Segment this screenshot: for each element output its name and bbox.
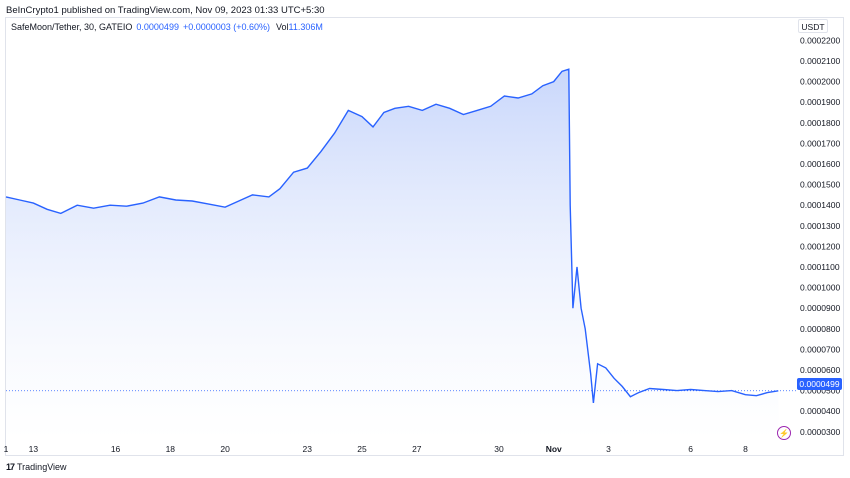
lightning-icon[interactable]: ⚡ <box>777 426 791 440</box>
x-tick-label: 18 <box>166 444 176 454</box>
x-tick-label: 20 <box>220 444 230 454</box>
x-tick-label: Nov <box>546 444 562 454</box>
y-tick-label: 0.0002200 <box>800 35 840 45</box>
x-tick-label: 3 <box>606 444 611 454</box>
volume-value: 11.306M <box>288 22 323 32</box>
x-tick-label: 23 <box>303 444 313 454</box>
tradingview-mark-icon: 17 <box>6 462 15 472</box>
x-tick-label: 6 <box>688 444 693 454</box>
volume-label: Vol <box>276 22 289 32</box>
y-tick-label: 0.0000400 <box>800 406 840 416</box>
last-price-value: 0.0000499 <box>136 22 179 32</box>
y-tick-label: 0.0001400 <box>800 200 840 210</box>
x-tick-label: 30 <box>494 444 504 454</box>
y-tick-label: 0.0000800 <box>800 324 840 334</box>
y-tick-label: 0.0001800 <box>800 118 840 128</box>
y-tick-label: 0.0000600 <box>800 365 840 375</box>
tradingview-brand: TradingView <box>17 462 67 472</box>
y-tick-label: 0.0000500 <box>800 386 840 396</box>
currency-button[interactable]: USDT <box>798 19 828 33</box>
x-tick-label: 8 <box>743 444 748 454</box>
price-line <box>5 68 779 403</box>
y-tick-label: 0.0001300 <box>800 221 840 231</box>
y-tick-label: 0.0000300 <box>800 427 840 437</box>
y-tick-label: 0.0001500 <box>800 180 840 190</box>
y-tick-label: 0.0001100 <box>800 262 840 272</box>
y-tick-label: 0.0001600 <box>800 159 840 169</box>
last-price-tag: 0.0000499 <box>797 378 842 390</box>
y-tick-label: 0.0002000 <box>800 77 840 87</box>
price-area-fill <box>6 69 779 440</box>
y-tick-label: 0.0001700 <box>800 138 840 148</box>
chart-legend: SafeMoon/Tether, 30, GATEIO 0.0000499 +0… <box>11 22 323 32</box>
tradingview-logo[interactable]: 17 TradingView <box>6 462 67 472</box>
y-tick-label: 0.0001000 <box>800 283 840 293</box>
y-tick-label: 0.0002100 <box>800 56 840 66</box>
y-tick-label: 0.0001900 <box>800 97 840 107</box>
y-tick-label: 0.0001200 <box>800 241 840 251</box>
x-tick-label: 16 <box>111 444 121 454</box>
y-tick-label: 0.0000700 <box>800 344 840 354</box>
x-tick-label: 27 <box>412 444 422 454</box>
chart-frame <box>5 17 844 456</box>
x-tick-label: 25 <box>357 444 367 454</box>
symbol-label[interactable]: SafeMoon/Tether, 30, GATEIO <box>11 22 133 32</box>
price-change-value: +0.0000003 (+0.60%) <box>182 22 271 32</box>
x-tick-label: 1 <box>4 444 9 454</box>
publisher-line: BeInCrypto1 published on TradingView.com… <box>6 5 325 16</box>
x-tick-label: 13 <box>29 444 39 454</box>
y-tick-label: 0.0000900 <box>800 303 840 313</box>
